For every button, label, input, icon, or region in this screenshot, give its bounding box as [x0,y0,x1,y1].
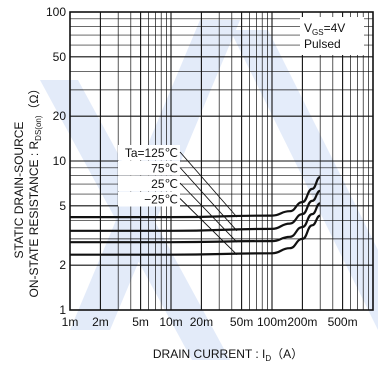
x-tick-label: 2m [92,315,109,329]
x-tick-label: 50m [230,315,253,329]
x-tick-label: 200m [287,315,317,329]
series-label-bg [118,145,180,160]
y-tick-label: 5 [59,199,66,213]
y-tick-label: 20 [53,109,67,123]
series-line [70,176,321,219]
series-label: 75℃ [151,162,178,176]
x-tick-label: 100m [257,315,287,329]
series-label: −25℃ [144,193,178,207]
series-labels: Ta=125℃ 75℃25℃ −25℃ [118,145,238,256]
condition-pulsed: Pulsed [304,37,341,51]
series-leader-line [179,182,238,243]
y-axis-title-line1: STATIC DRAIN-SOURCE [12,122,26,259]
series-label-bg [118,176,180,191]
y-axis-title-line2: ON-STATE RESISTANCE : RDS(on)（Ω） [27,82,43,297]
series-label-bg [118,191,180,207]
x-tick-label: 1m [62,315,79,329]
y-tick-labels: 1 2 5 10 20 50 100 [46,5,66,317]
x-tick-labels: 1m 2m 5m 10m 20m 50m 100m 200m 500m [62,315,358,329]
series-leader-line [179,151,238,218]
series-leader-line [179,198,238,256]
y-tick-label: 50 [53,50,67,64]
series-leader-line [179,167,238,232]
condition-vgs: VGS=4V [304,21,345,37]
x-tick-label: 20m [190,315,213,329]
series-line [69,202,321,244]
series-line [70,214,321,256]
y-tick-label: 100 [46,5,66,19]
series-label: Ta=125℃ [125,146,178,160]
y-tick-label: 10 [53,154,67,168]
plot-frame [69,11,374,311]
series-label-bg [118,160,180,176]
series-line [70,189,321,232]
series-lines [69,176,321,256]
condition-box: VGS=4V Pulsed [300,17,364,55]
y-tick-label: 2 [59,258,66,272]
x-axis-title: DRAIN CURRENT : ID（A） [153,347,303,363]
y-tick-label: 1 [59,303,66,317]
plot-grid [70,12,373,310]
x-tick-label: 500m [328,315,358,329]
series-label: 25℃ [151,177,178,191]
x-tick-label: 10m [159,315,182,329]
x-tick-label: 5m [132,315,149,329]
